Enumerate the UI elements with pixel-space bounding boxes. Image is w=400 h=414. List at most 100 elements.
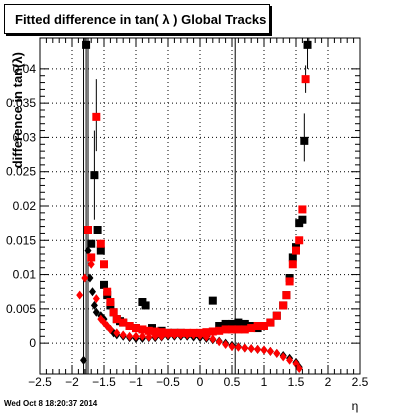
square-marker <box>189 328 198 337</box>
square-marker <box>82 40 91 49</box>
square-marker <box>208 296 217 305</box>
square-marker <box>240 319 249 328</box>
square-marker <box>93 226 102 234</box>
y-tick-label: 0.02 <box>13 199 37 213</box>
vertical-lines <box>87 38 236 374</box>
x-tick-label: −0.5 <box>156 375 180 389</box>
diamond-marker <box>81 273 89 283</box>
square-marker <box>253 322 262 330</box>
x-tick-label: 0 <box>197 375 204 389</box>
square-marker <box>196 328 204 337</box>
diamond-marker <box>295 364 303 374</box>
square-marker <box>84 226 92 234</box>
diamond-marker <box>106 324 114 334</box>
diamond-marker <box>113 328 121 338</box>
diamond-marker <box>279 352 287 362</box>
diamond-marker <box>222 340 230 350</box>
diamond-marker <box>209 334 217 344</box>
square-marker <box>92 112 101 121</box>
square-marker <box>183 328 192 337</box>
square-marker <box>90 171 99 180</box>
diamond-marker <box>247 344 255 354</box>
y-axis-label: difference in tan(λ) <box>10 52 25 168</box>
diamond-marker <box>92 307 100 317</box>
square-marker <box>228 319 236 328</box>
diamond-marker <box>87 259 95 269</box>
x-tick-label: −1 <box>129 375 143 389</box>
diamond-marker <box>234 342 242 352</box>
diamond-marker <box>88 287 96 297</box>
x-tick-label: 2 <box>325 375 332 389</box>
timestamp-footer: Wed Oct 8 18:20:37 2014 <box>4 399 98 408</box>
diamond-marker <box>273 348 281 358</box>
square-marker <box>221 319 230 328</box>
square-marker <box>301 75 310 84</box>
square-marker <box>138 325 147 334</box>
diamond-marker <box>126 331 134 341</box>
grid <box>40 38 360 374</box>
square-marker <box>151 327 160 336</box>
x-tick-label: −1.5 <box>92 375 116 389</box>
x-axis-label: η <box>352 399 359 413</box>
chart-title: Fitted difference in tan( λ ) Global Tra… <box>15 12 267 27</box>
square-marker <box>234 325 243 334</box>
y-tick-label: 0.035 <box>6 96 36 110</box>
square-marker <box>234 318 243 327</box>
square-marker <box>292 246 300 255</box>
square-marker <box>164 328 172 337</box>
square-marker <box>247 324 256 333</box>
y-tick-label: 0.005 <box>6 302 36 316</box>
square-marker <box>300 136 309 145</box>
square-marker <box>119 318 128 327</box>
diamond-marker <box>266 346 274 356</box>
diamond-marker <box>132 331 140 341</box>
y-tick-label: 0.03 <box>13 130 37 144</box>
diamond-marker <box>254 344 262 354</box>
square-marker <box>215 322 224 330</box>
square-marker <box>208 327 217 336</box>
diamond-marker <box>86 273 94 283</box>
diamond-marker <box>286 355 294 365</box>
square-marker <box>288 253 297 262</box>
square-marker <box>144 326 153 335</box>
square-marker <box>132 324 140 333</box>
square-marker <box>170 328 179 337</box>
y-tick-label: 0.025 <box>6 165 36 179</box>
square-marker <box>240 325 249 334</box>
square-marker <box>295 236 304 245</box>
x-tick-label: −2 <box>65 375 79 389</box>
square-marker <box>298 215 307 224</box>
square-marker <box>288 260 297 269</box>
diamond-marker <box>84 246 92 256</box>
diamond-marker <box>76 290 84 300</box>
square-marker <box>125 322 134 330</box>
x-tick-label: −2.5 <box>28 375 52 389</box>
y-tick-label: 0 <box>29 336 36 350</box>
square-marker <box>87 253 96 262</box>
diamond-marker <box>119 330 127 340</box>
square-marker <box>285 277 294 286</box>
axis-ticks: −2.5 −2 −1.5 −1 −0.5 0 0.5 1 1.5 2 2.5 0 0.005 0.01 0.… <box>6 38 369 389</box>
square-marker <box>141 301 150 310</box>
square-marker <box>96 239 105 248</box>
x-tick-label: 1.5 <box>288 375 305 389</box>
square-marker <box>228 325 236 334</box>
square-marker <box>279 301 288 310</box>
diamond-marker <box>228 342 236 352</box>
square-marker <box>109 308 118 317</box>
square-marker <box>202 328 211 337</box>
square-marker <box>103 287 112 296</box>
diamond-marker <box>90 300 98 310</box>
y-tick-label: 0.01 <box>13 268 37 282</box>
chart-title-box: Fitted difference in tan( λ ) Global Tra… <box>4 4 270 34</box>
square-marker <box>266 318 275 327</box>
square-marker <box>112 315 121 324</box>
diamond-marker <box>241 343 249 353</box>
square-marker <box>260 322 268 330</box>
x-tick-label: 2.5 <box>352 375 369 389</box>
square-marker <box>176 328 185 337</box>
square-marker <box>215 326 224 335</box>
square-marker <box>100 260 108 269</box>
markers <box>76 40 312 374</box>
